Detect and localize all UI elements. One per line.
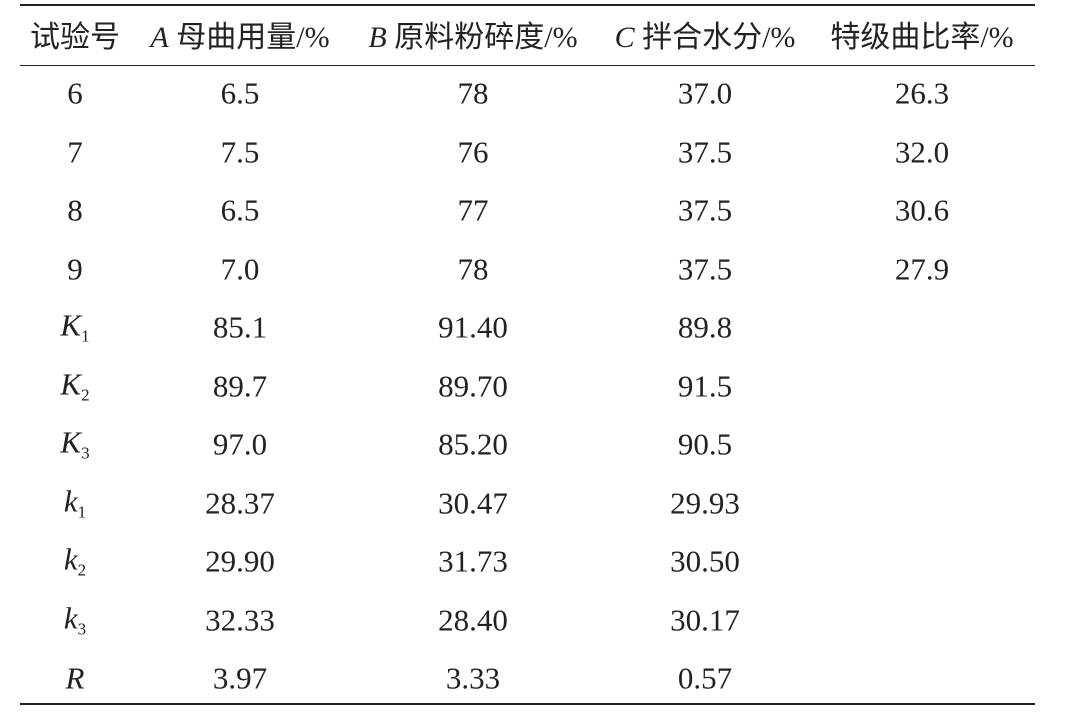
table-cell: k1	[64, 485, 86, 520]
table-cell: 28.40	[438, 602, 508, 637]
table-cell: 37.5	[677, 134, 733, 169]
header-cell: B 原料粉碎度/%	[368, 23, 577, 53]
table-cell: 9	[67, 251, 83, 286]
symbol: k	[63, 541, 78, 577]
table-cell: 89.70	[438, 368, 508, 403]
table-cell: 37.5	[677, 192, 733, 228]
top-rule	[20, 4, 1035, 6]
symbol: R	[65, 660, 85, 696]
symbol: B	[368, 21, 387, 54]
table-cell: 78	[457, 251, 489, 286]
table-cell: 30.17	[670, 602, 740, 637]
table-cell: K1	[60, 310, 89, 345]
table-cell: 28.37	[205, 485, 275, 520]
header-text: 原料粉碎度/%	[394, 21, 578, 54]
symbol: k	[63, 483, 78, 518]
symbol: k	[63, 600, 78, 635]
bottom-rule	[20, 703, 1035, 705]
table-cell: 7.0	[220, 251, 260, 286]
table-cell: 26.3	[894, 75, 950, 111]
table-cell: 30.50	[670, 543, 740, 579]
table-cell: 7.5	[220, 134, 260, 169]
table-cell: 76	[457, 134, 489, 169]
table-cell: 3.97	[212, 660, 268, 696]
table-cell: 0.57	[677, 660, 733, 696]
header-cell: 特级曲比率/%	[830, 21, 1014, 54]
symbol: A	[150, 21, 169, 54]
table-cell: 8	[67, 192, 83, 228]
subscript: 1	[81, 326, 90, 346]
header-text: 拌合水分/%	[642, 21, 796, 54]
table-cell: 3.33	[445, 660, 501, 696]
table-cell: 37.0	[677, 75, 733, 111]
table-cell: 29.93	[670, 485, 740, 520]
table-cell: 7	[67, 134, 83, 169]
table-cell: 32.0	[894, 134, 950, 169]
table-cell: R	[66, 663, 85, 694]
table-cell: 27.9	[894, 251, 950, 286]
table-cell: 85.1	[212, 309, 268, 345]
subscript: 2	[77, 560, 87, 580]
table-cell: 6.5	[220, 192, 260, 228]
symbol: K	[60, 307, 82, 343]
table-cell: 91.40	[438, 309, 508, 345]
table-cell: 30.6	[894, 192, 950, 228]
table-cell: 91.5	[677, 368, 733, 403]
table-cell: 85.20	[438, 426, 508, 462]
table-cell: 89.7	[212, 368, 268, 403]
table-cell: K3	[60, 427, 89, 462]
table-cell: 97.0	[212, 426, 268, 462]
symbol: C	[614, 21, 635, 54]
table-cell: K2	[60, 368, 89, 403]
table-cell: 29.90	[205, 543, 275, 579]
table-cell: 78	[457, 75, 489, 111]
table-cell: 32.33	[205, 602, 275, 637]
table-cell: 6.5	[220, 75, 260, 111]
subscript: 3	[81, 443, 90, 463]
table-cell: k2	[64, 544, 86, 579]
table-cell: 6	[67, 75, 83, 111]
header-text: 母曲用量/%	[176, 21, 330, 54]
table-cell: 31.73	[438, 543, 508, 579]
table-cell: 77	[457, 192, 489, 228]
subscript: 2	[81, 385, 90, 404]
table-cell: 89.8	[677, 309, 733, 345]
header-rule	[20, 65, 1035, 66]
header-cell: 试验号	[30, 21, 120, 54]
subscript: 3	[77, 619, 87, 638]
subscript: 1	[77, 502, 87, 521]
table-cell: 90.5	[677, 426, 733, 462]
header-cell: A 母曲用量/%	[150, 23, 329, 53]
table-cell: 30.47	[438, 485, 508, 520]
header-cell: C 拌合水分/%	[615, 23, 796, 53]
table-cell: 37.5	[677, 251, 733, 286]
table-cell: k3	[64, 602, 86, 637]
symbol: K	[60, 366, 82, 401]
symbol: K	[60, 424, 82, 460]
